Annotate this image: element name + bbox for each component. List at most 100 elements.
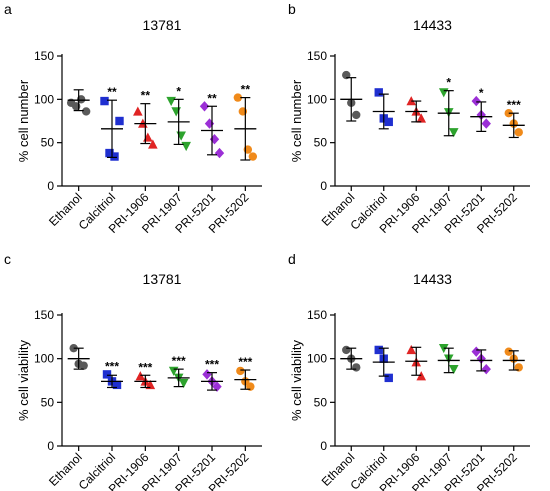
series-PRI-1907: *** (167, 354, 190, 389)
y-axis-label: % cell viability (289, 340, 304, 421)
significance-label: *** (172, 354, 186, 368)
y-axis-label: % cell number (16, 79, 31, 162)
data-point (374, 345, 383, 355)
y-tick-label: 150 (34, 49, 54, 63)
y-tick-label: 0 (320, 439, 327, 453)
significance-label: *** (105, 359, 119, 373)
series-Ethanol (67, 343, 90, 370)
series-PRI-5201 (470, 346, 493, 375)
significance-label: *** (205, 358, 219, 372)
data-point (181, 141, 191, 152)
data-point (448, 364, 459, 375)
panel-letter: b (288, 1, 296, 17)
y-tick-label: 100 (307, 92, 327, 106)
significance-label: * (479, 86, 484, 100)
data-point (148, 139, 158, 149)
y-tick-label: 100 (307, 352, 327, 366)
data-point (236, 366, 245, 376)
data-point (352, 110, 361, 120)
data-point (143, 132, 153, 142)
series-PRI-5202: *** (234, 355, 257, 391)
significance-label: *** (238, 355, 252, 369)
y-tick-label: 100 (34, 352, 54, 366)
significance-label: *** (138, 360, 152, 374)
data-point (471, 95, 481, 107)
significance-label: ** (141, 89, 151, 103)
series-PRI-1907 (437, 343, 460, 375)
data-point (166, 96, 176, 107)
series-Calcitriol (372, 88, 395, 130)
panel-letter: c (4, 251, 11, 267)
series-PRI-1906: *** (134, 360, 157, 390)
data-point (178, 378, 189, 389)
data-point (202, 369, 212, 380)
data-point (514, 128, 523, 137)
data-point (209, 134, 220, 145)
panel-title: 14433 (413, 271, 452, 287)
y-tick-label: 50 (314, 395, 328, 409)
data-point (448, 128, 459, 138)
data-point (145, 379, 156, 390)
significance-label: ** (241, 83, 251, 97)
data-point (176, 131, 186, 141)
data-point (481, 363, 491, 375)
series-Calcitriol: ** (100, 85, 124, 161)
significance-label: ** (107, 85, 117, 99)
data-point (384, 117, 393, 127)
y-tick-label: 50 (314, 136, 328, 150)
series-PRI-5202: *** (502, 98, 525, 139)
series-PRI-5202 (502, 347, 525, 372)
data-point (481, 118, 491, 129)
y-tick-label: 150 (307, 49, 327, 63)
data-point (352, 363, 361, 372)
series-PRI-1907: * (437, 76, 460, 138)
data-point (374, 88, 383, 97)
series-PRI-5201: ** (199, 91, 225, 159)
series-PRI-1906: ** (133, 89, 158, 149)
series-PRI-5201: * (470, 86, 493, 132)
series-Calcitriol: *** (101, 359, 123, 390)
series-PRI-5202: ** (233, 83, 258, 161)
significance-label: *** (507, 98, 521, 112)
significance-label: * (176, 84, 181, 98)
data-point (110, 152, 119, 161)
data-point (504, 347, 513, 356)
series-Ethanol (66, 89, 91, 116)
data-point (112, 380, 122, 390)
panel-title: 13781 (143, 271, 182, 287)
data-point (233, 93, 243, 102)
panel-title: 13781 (143, 17, 182, 33)
y-tick-label: 150 (307, 308, 327, 322)
series-Ethanol (340, 70, 363, 122)
data-point (204, 118, 215, 129)
y-axis-label: % cell number (289, 79, 304, 162)
y-tick-label: 0 (320, 179, 327, 193)
data-point (105, 148, 114, 158)
data-point (342, 345, 351, 355)
y-tick-label: 50 (41, 136, 55, 150)
panel-letter: d (288, 251, 296, 267)
data-point (171, 107, 181, 117)
series-PRI-1906 (405, 96, 428, 123)
data-point (384, 373, 393, 383)
data-point (212, 381, 222, 392)
y-axis-label: % cell viability (16, 340, 31, 421)
panel-title: 14433 (413, 17, 452, 33)
data-point (248, 152, 258, 161)
data-point (79, 361, 88, 370)
y-tick-label: 150 (34, 308, 54, 322)
series-Calcitriol (372, 345, 395, 383)
data-point (471, 346, 481, 357)
data-point (416, 113, 427, 123)
data-point (133, 106, 143, 116)
data-point (214, 147, 225, 159)
y-tick-label: 0 (47, 439, 54, 453)
series-PRI-5201: *** (201, 358, 223, 392)
significance-label: ** (207, 91, 217, 105)
data-point (115, 116, 124, 126)
